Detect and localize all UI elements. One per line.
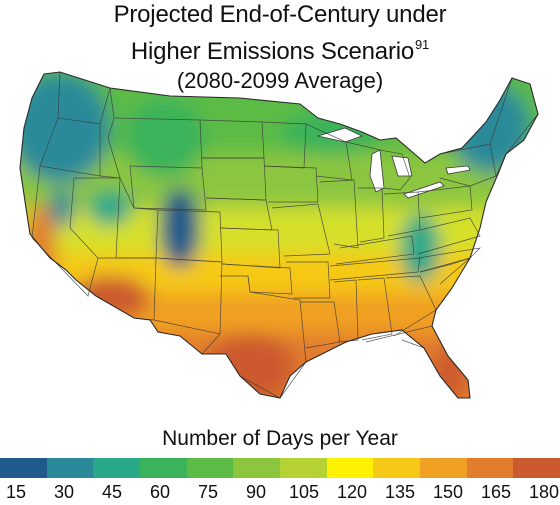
band-south	[20, 293, 538, 333]
legend-tick-label: 15	[5, 482, 27, 502]
surface-bands	[20, 72, 538, 398]
legend-swatch	[326, 458, 374, 478]
legend-tick-label: 30	[53, 482, 75, 502]
border-indiana	[358, 187, 385, 243]
legend-tick-label: 165	[480, 482, 512, 502]
heat-days-surface	[20, 72, 538, 398]
border-new-mexico	[153, 257, 223, 335]
legend-tick-label: 120	[336, 482, 368, 502]
legend-tick-label: 180	[528, 482, 560, 502]
legend-tick-label: 60	[149, 482, 171, 502]
band-central	[20, 208, 538, 253]
legend-tick-label: 90	[245, 482, 267, 502]
zone-pacific-northwest	[20, 73, 110, 183]
legend-swatch	[373, 458, 421, 478]
zone-central-valley	[24, 203, 56, 303]
legend-swatch	[466, 458, 514, 478]
border-pennsylvania	[417, 185, 473, 219]
legend-tick-label: 135	[384, 482, 416, 502]
zone-desert-southwest	[70, 276, 150, 320]
lake-erie	[403, 181, 445, 199]
legend-swatch	[140, 458, 187, 478]
border-wisconsin	[305, 123, 353, 181]
legend-swatch	[93, 458, 141, 478]
border-alabama	[357, 277, 393, 341]
border-georgia	[385, 275, 437, 337]
legend-tick-labels: 15 30 45 60 75 90 105 120 135 150 165 180	[0, 481, 560, 505]
map-title: Projected End-of-Century under Higher Em…	[0, 0, 560, 95]
footnote-reference: 91	[415, 37, 430, 52]
legend-swatch	[233, 458, 281, 478]
border-south-carolina	[419, 257, 471, 285]
zone-sierra-nevada	[50, 188, 74, 228]
title-line-2: Higher Emissions Scenario91	[0, 30, 560, 67]
us-map-svg	[19, 71, 539, 399]
legend-color-scale	[0, 458, 560, 478]
legend-swatch	[186, 458, 234, 478]
border-oregon	[39, 117, 101, 177]
legend-swatch	[420, 458, 467, 478]
legend-tick-label: 75	[197, 482, 219, 502]
legend-swatch	[46, 458, 94, 478]
title-subtitle: (2080-2099 Average)	[176, 68, 384, 93]
us-map	[0, 58, 560, 418]
zone-appalachians	[400, 213, 440, 283]
border-montana	[113, 117, 203, 169]
border-kentucky	[335, 235, 415, 265]
zone-great-basin-high	[88, 190, 132, 226]
title-line-1: Projected End-of-Century under	[113, 1, 447, 28]
lake-superior	[316, 127, 364, 143]
border-washington	[57, 71, 111, 125]
zone-northern-rockies	[125, 98, 205, 178]
legend-tick-label: 150	[432, 482, 464, 502]
border-ohio	[383, 191, 421, 237]
legend-tick-label: 45	[101, 482, 123, 502]
lake-ontario	[445, 165, 471, 175]
border-california	[31, 165, 99, 297]
border-nevada	[74, 177, 121, 259]
zone-south-texas	[205, 333, 295, 398]
title-line-2-text: Higher Emissions Scenario	[130, 38, 415, 65]
lake-michigan	[369, 149, 385, 193]
lake-huron	[391, 155, 413, 177]
us-outline	[19, 71, 539, 399]
border-north-carolina	[417, 247, 482, 273]
legend-tick-label: 105	[288, 482, 320, 502]
border-wyoming	[129, 165, 207, 211]
border-missouri	[271, 203, 331, 257]
border-tennessee	[329, 257, 421, 281]
border-louisiana	[300, 301, 341, 349]
border-idaho	[99, 87, 121, 179]
great-lakes	[316, 127, 471, 199]
legend-title: Number of Days per Year	[162, 427, 398, 450]
legend-swatch	[0, 458, 47, 478]
border-iowa	[263, 165, 319, 203]
border-michigan	[345, 141, 411, 191]
border-virginia	[417, 217, 481, 255]
border-arkansas	[286, 261, 331, 299]
border-illinois	[319, 179, 359, 249]
legend-swatch	[513, 458, 560, 478]
zone-colorado-rockies	[160, 188, 200, 268]
zone-new-england	[450, 83, 530, 173]
legend-swatch	[280, 458, 327, 478]
